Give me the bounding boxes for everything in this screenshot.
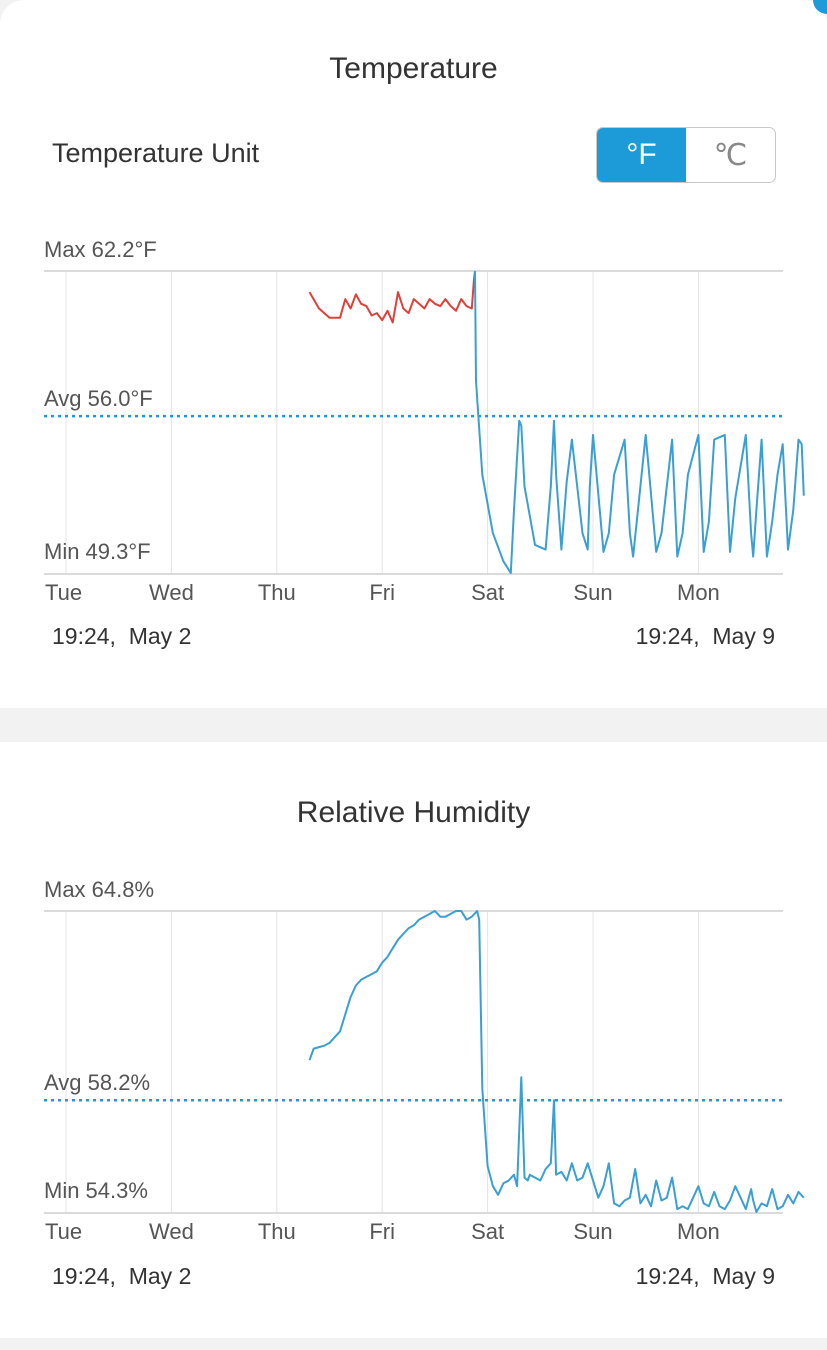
min-label: Min 49.3°F bbox=[44, 539, 151, 564]
x-tick-thu: Thu bbox=[258, 580, 296, 605]
celsius-option[interactable]: ℃ bbox=[686, 128, 775, 182]
x-tick-fri: Fri bbox=[369, 580, 395, 605]
x-tick-mon: Mon bbox=[677, 1219, 720, 1244]
x-tick-mon: Mon bbox=[677, 580, 720, 605]
fahrenheit-option[interactable]: °F bbox=[597, 128, 686, 182]
temperature-unit-label: Temperature Unit bbox=[52, 138, 260, 168]
x-tick-sat: Sat bbox=[471, 1219, 504, 1244]
x-tick-sun: Sun bbox=[573, 580, 612, 605]
series-line-1 bbox=[474, 270, 805, 574]
humidity-card: Relative Humidity Max 64.8% Avg 58.2% Min … bbox=[0, 742, 827, 1338]
temperature-unit-toggle[interactable]: °F ℃ bbox=[596, 127, 776, 183]
x-tick-sun: Sun bbox=[573, 1219, 612, 1244]
humidity-title: Relative Humidity bbox=[296, 796, 531, 829]
humidity-chart: Max 64.8% Avg 58.2% Min 54.3% Tue Wed Thu Fri S… bbox=[44, 877, 805, 1244]
x-tick-wed: Wed bbox=[149, 1219, 194, 1244]
x-tick-wed: Wed bbox=[149, 580, 194, 605]
series-line-0 bbox=[308, 910, 805, 1213]
x-tick-sat: Sat bbox=[471, 580, 504, 605]
x-tick-thu: Thu bbox=[258, 1219, 296, 1244]
temperature-chart: Max 62.2°F Avg 56.0°F Min 49.3°F Tue Wed Thu F… bbox=[44, 237, 805, 605]
avg-label: Avg 56.0°F bbox=[44, 386, 153, 411]
avg-label: Avg 58.2% bbox=[44, 1070, 150, 1095]
max-label: Max 62.2°F bbox=[44, 237, 157, 262]
x-tick-fri: Fri bbox=[369, 1219, 395, 1244]
temperature-card: Temperature Temperature Unit °F ℃ Max 62… bbox=[0, 0, 827, 708]
humidity-range-start: 19:24, May 2 bbox=[52, 1263, 192, 1289]
x-tick-tue: Tue bbox=[45, 1219, 82, 1244]
temperature-range-end: 19:24, May 9 bbox=[635, 623, 775, 649]
series-line-0 bbox=[308, 270, 476, 324]
humidity-range-end: 19:24, May 9 bbox=[635, 1263, 775, 1289]
max-label: Max 64.8% bbox=[44, 877, 154, 902]
x-tick-tue: Tue bbox=[45, 580, 82, 605]
min-label: Min 54.3% bbox=[44, 1178, 148, 1203]
temperature-range-start: 19:24, May 2 bbox=[52, 623, 192, 649]
temperature-title: Temperature bbox=[329, 52, 498, 85]
